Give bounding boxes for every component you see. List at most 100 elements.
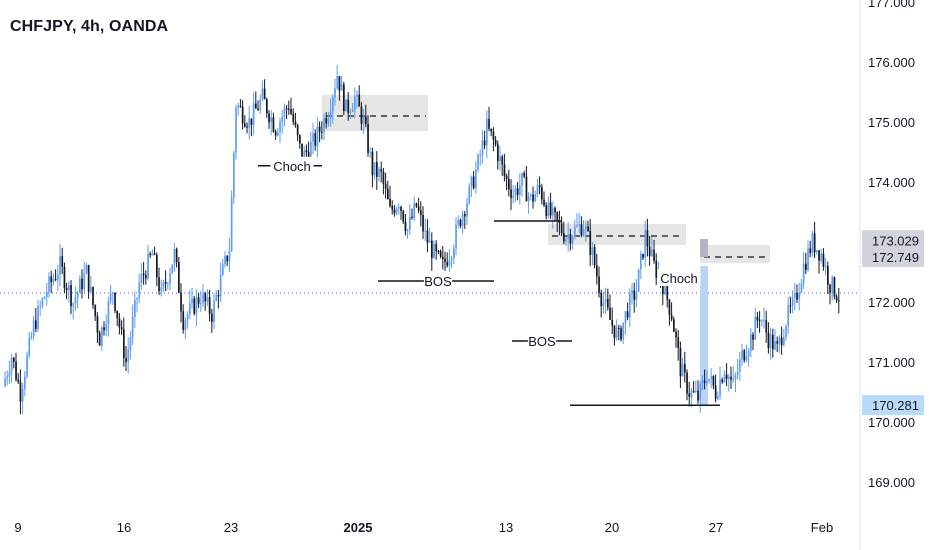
candle-body: [81, 278, 83, 290]
candle-body: [263, 88, 266, 100]
candle-body: [479, 154, 482, 156]
price-level-label: 172.749: [872, 250, 919, 265]
candle-body: [501, 156, 504, 165]
candle-body: [622, 322, 625, 340]
candle-body: [338, 76, 341, 91]
candle-body: [758, 320, 761, 322]
y-tick-label: 170.000: [868, 415, 915, 430]
x-tick-label: 13: [499, 520, 513, 535]
candle-body: [470, 176, 473, 187]
candle-body: [461, 214, 464, 226]
candle-body: [662, 282, 664, 295]
candle-body: [827, 266, 829, 285]
candle-body: [556, 212, 559, 221]
candle-body: [739, 359, 741, 372]
candle-body: [92, 287, 94, 306]
candle-body: [189, 302, 191, 315]
candle-body: [334, 88, 336, 98]
candle-body: [554, 207, 556, 213]
y-tick-label: 169.000: [868, 475, 915, 490]
chart-title: CHFJPY, 4h, OANDA: [10, 18, 169, 35]
candle-body: [690, 390, 693, 397]
candle-body: [655, 260, 658, 278]
candle-body: [285, 108, 288, 110]
candle-body: [233, 152, 235, 198]
candle-body: [637, 269, 640, 292]
candle-body: [714, 385, 717, 399]
candle-body: [307, 152, 310, 160]
x-tick-label: Feb: [811, 520, 833, 535]
candle-body: [712, 376, 715, 386]
zone-box: [700, 245, 770, 263]
candle-body: [274, 131, 277, 136]
candle-body: [512, 196, 515, 198]
candle-body: [358, 94, 361, 107]
candle-body: [593, 247, 596, 266]
candle-body: [787, 305, 790, 326]
candle-body: [411, 216, 413, 218]
candle-body: [167, 283, 169, 285]
candle-body: [147, 253, 149, 279]
candle-body: [373, 162, 376, 176]
candle-body: [490, 128, 493, 132]
candle-body: [107, 300, 110, 325]
candle-body: [576, 225, 578, 227]
candle-body: [114, 292, 116, 311]
price-level-label: 173.029: [872, 233, 919, 248]
candle-body: [701, 380, 704, 384]
candle-body: [455, 224, 457, 249]
candle-body: [767, 332, 770, 349]
candle-body: [371, 151, 374, 176]
candle-body: [409, 216, 411, 230]
candle-body: [219, 275, 222, 297]
candle-body: [521, 172, 523, 186]
projection-bar: [700, 266, 708, 406]
candle-body: [301, 143, 303, 163]
candle-body: [70, 285, 72, 307]
candle-body: [453, 248, 455, 259]
candle-body: [296, 125, 299, 136]
candle-body: [222, 264, 224, 276]
candle-body: [838, 300, 840, 302]
candle-body: [41, 298, 44, 306]
candle-body: [217, 294, 220, 297]
candle-body: [277, 132, 279, 136]
candle-body: [356, 94, 358, 97]
candle-body: [791, 297, 794, 306]
candle-body: [516, 188, 519, 195]
candle-body: [532, 194, 534, 202]
candle-body: [609, 307, 611, 320]
candle-body: [202, 293, 204, 304]
candle-body: [200, 303, 202, 305]
candle-body: [224, 255, 226, 265]
zone-box: [322, 95, 428, 131]
x-tick-label: 2025: [344, 520, 373, 535]
price-level-box: [862, 230, 924, 251]
candle-body: [798, 292, 801, 300]
candle-body: [327, 118, 330, 124]
candle-body: [321, 131, 323, 133]
price-level-label: 170.281: [872, 398, 919, 413]
candle-body: [195, 297, 198, 314]
annotation-label: Choch: [273, 159, 311, 174]
candle-body: [303, 150, 306, 163]
candle-body: [668, 299, 671, 315]
candle-body: [65, 287, 68, 290]
candle-body: [538, 185, 541, 188]
candle-body: [400, 206, 402, 211]
annotation-bg: [527, 332, 557, 349]
candle-body: [523, 172, 526, 177]
candle-body: [494, 139, 497, 145]
candle-body: [145, 275, 147, 279]
candle-body: [514, 188, 517, 197]
candle-body: [318, 126, 321, 132]
candle-body: [785, 325, 787, 338]
candle-body: [413, 203, 416, 218]
candle-body: [719, 379, 721, 397]
candle-body: [497, 144, 499, 162]
candle-body: [813, 233, 816, 253]
candle-body: [398, 206, 400, 209]
candle-body: [472, 176, 475, 189]
candle-body: [193, 298, 196, 314]
